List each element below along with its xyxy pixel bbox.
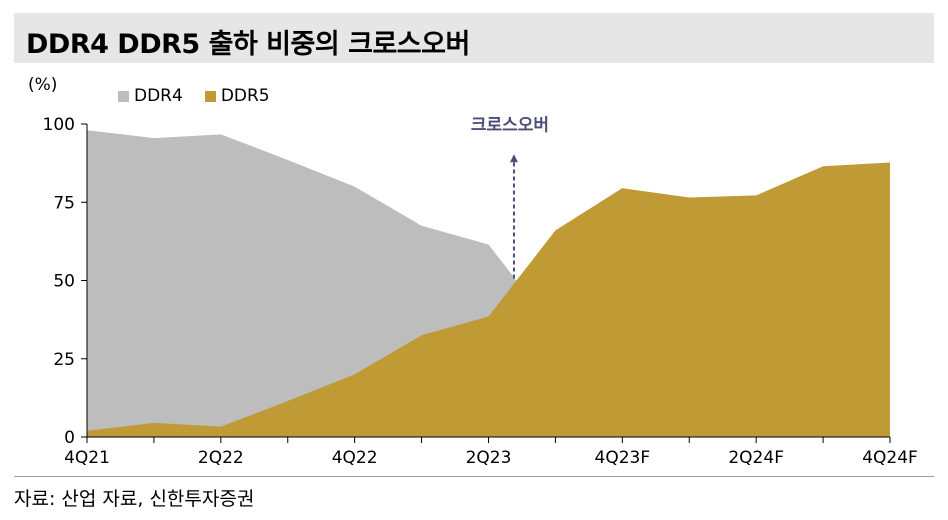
title-bar: DDR4 DDR5 출하 비중의 크로스오버 [14, 13, 934, 63]
page-title: DDR4 DDR5 출하 비중의 크로스오버 [26, 29, 470, 60]
legend-label-ddr5: DDR5 [220, 86, 270, 106]
area-chart: 0 25 50 75 100 4Q21 2Q22 4Q22 2Q23 4Q23F 2Q24F 4Q24… [43, 115, 918, 468]
source-note: 자료: 산업 자료, 신한투자증권 [14, 488, 255, 510]
legend-swatch-ddr4 [118, 90, 129, 102]
x-tick-label: 2Q22 [198, 448, 244, 468]
x-tick-label: 4Q24F [862, 448, 918, 468]
x-tick-label: 4Q23F [595, 448, 651, 468]
x-tick-label: 2Q24F [728, 448, 784, 468]
legend-label-ddr4: DDR4 [134, 86, 183, 106]
crossover-annotation-label: 크로스오버 [471, 115, 549, 135]
ddr5-area [87, 162, 890, 437]
x-tick-label: 2Q23 [466, 448, 512, 468]
legend-item-ddr4: DDR4 [118, 86, 183, 106]
y-tick-label: 75 [53, 193, 75, 213]
legend-item-ddr5: DDR5 [204, 86, 270, 106]
y-axis-unit-label: (%) [28, 75, 58, 95]
crossover-arrow-head [509, 154, 518, 163]
y-tick-label: 50 [53, 272, 75, 292]
legend-swatch-ddr5 [204, 90, 216, 102]
bottom-divider [14, 476, 934, 477]
y-tick-label: 0 [64, 428, 75, 448]
ddr4-area [87, 130, 890, 437]
x-tick-label: 4Q22 [332, 448, 378, 468]
y-tick-label: 100 [43, 115, 75, 135]
y-tick-label: 25 [53, 350, 75, 370]
chart-legend: DDR4 DDR5 [118, 86, 292, 106]
x-tick-label: 4Q21 [64, 448, 110, 468]
